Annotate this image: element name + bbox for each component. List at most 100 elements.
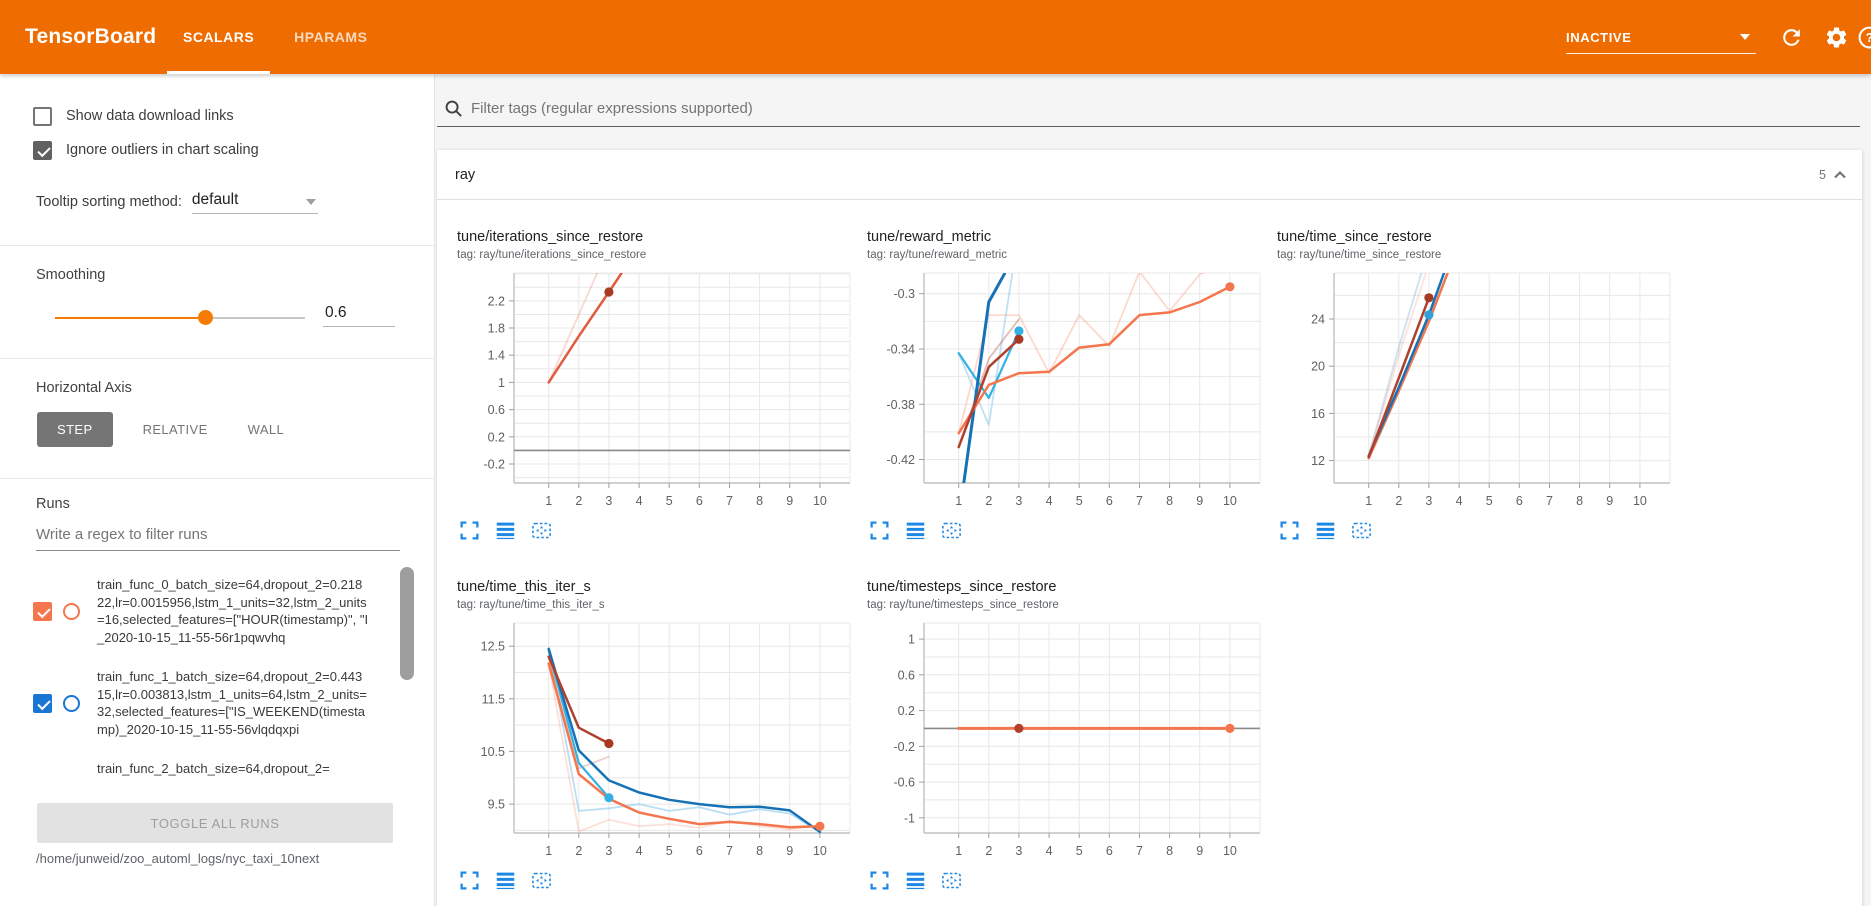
slider-thumb[interactable] <box>197 310 213 325</box>
chart-title: tune/reward_metric <box>867 229 992 245</box>
chart-plot[interactable]: 12 16 20 24 1 2 3 4 5 6 7 8 9 10 <box>1277 267 1677 517</box>
toggle-all-runs-button[interactable]: TOGGLE ALL RUNS <box>37 803 393 843</box>
svg-text:7: 7 <box>726 844 733 858</box>
svg-text:20: 20 <box>1311 360 1325 374</box>
divider <box>0 245 434 246</box>
chevron-up-icon[interactable] <box>1832 167 1848 183</box>
expand-chart-icon[interactable] <box>459 520 480 541</box>
svg-text:1: 1 <box>545 494 552 508</box>
expand-chart-icon[interactable] <box>459 870 480 891</box>
chevron-down-icon <box>1740 34 1750 40</box>
svg-text:7: 7 <box>1136 494 1143 508</box>
chart-tag: tag: ray/tune/reward_metric <box>867 249 1007 261</box>
svg-text:-0.34: -0.34 <box>887 343 916 357</box>
run-checkbox[interactable] <box>33 693 52 713</box>
app-header: TensorBoard SCALARS HPARAMS INACTIVE ? <box>0 0 1871 74</box>
stacked-lines-icon[interactable] <box>905 520 926 541</box>
run-radio-button[interactable] <box>63 602 80 620</box>
svg-text:9: 9 <box>786 494 793 508</box>
tooltip-sorting-value: default <box>191 191 239 208</box>
tag-group-card: ray 5 tune/iterations_since_restore tag: … <box>437 150 1862 906</box>
chart-card: tune/reward_metric tag: ray/tune/reward_m… <box>867 227 1267 543</box>
svg-text:10: 10 <box>813 494 827 508</box>
svg-text:1: 1 <box>545 844 552 858</box>
svg-text:-0.2: -0.2 <box>893 740 915 754</box>
run-item: train_func_2_batch_size=64,dropout_2= <box>97 760 413 778</box>
svg-text:0.2: 0.2 <box>898 704 915 718</box>
fit-domain-icon[interactable] <box>531 520 552 541</box>
svg-text:2: 2 <box>575 844 582 858</box>
svg-text:7: 7 <box>726 494 733 508</box>
axis-wall-button[interactable]: WALL <box>247 422 285 437</box>
smoothing-value-box <box>323 302 395 327</box>
checkbox-label: Show data download links <box>66 108 234 124</box>
svg-text:7: 7 <box>1546 494 1553 508</box>
runs-filter-input[interactable] <box>36 524 400 551</box>
svg-text:2: 2 <box>985 494 992 508</box>
fit-domain-icon[interactable] <box>941 870 962 891</box>
ignore-outliers-checkbox[interactable] <box>33 140 52 160</box>
divider <box>0 358 434 359</box>
svg-text:7: 7 <box>1136 844 1143 858</box>
chart-card: tune/iterations_since_restore tag: ray/tu… <box>457 227 857 543</box>
svg-text:5: 5 <box>1076 494 1083 508</box>
svg-text:0.6: 0.6 <box>488 403 505 417</box>
chart-plot[interactable]: -1 -0.6 -0.2 0.2 0.6 1 1 2 3 4 5 6 7 8 9 10 <box>867 617 1267 867</box>
svg-text:-1: -1 <box>904 811 915 825</box>
svg-text:8: 8 <box>756 494 763 508</box>
show-download-links-checkbox[interactable] <box>33 106 52 126</box>
smoothing-slider[interactable] <box>55 310 305 325</box>
fit-domain-icon[interactable] <box>1351 520 1372 541</box>
tab-scalars[interactable]: SCALARS <box>163 0 274 74</box>
chart-tag: tag: ray/tune/time_this_iter_s <box>457 599 605 611</box>
checkbox-label: Ignore outliers in chart scaling <box>66 142 259 158</box>
axis-relative-button[interactable]: RELATIVE <box>142 422 208 437</box>
help-icon[interactable]: ? <box>1857 25 1871 50</box>
ignore-outliers-row: Ignore outliers in chart scaling <box>33 138 259 162</box>
tab-hparams[interactable]: HPARAMS <box>294 29 368 45</box>
chart-card: tune/time_since_restore tag: ray/tune/tim… <box>1277 227 1677 543</box>
svg-text:1.4: 1.4 <box>488 349 505 363</box>
svg-text:8: 8 <box>1166 494 1173 508</box>
svg-text:2: 2 <box>575 494 582 508</box>
filter-tags-input[interactable] <box>471 99 1860 117</box>
expand-chart-icon[interactable] <box>869 520 890 541</box>
tag-group-header[interactable]: ray 5 <box>437 150 1862 200</box>
svg-text:1.8: 1.8 <box>488 322 505 336</box>
svg-text:8: 8 <box>1576 494 1583 508</box>
run-checkbox[interactable] <box>33 601 52 621</box>
svg-text:6: 6 <box>696 844 703 858</box>
run-radio-button[interactable] <box>63 694 80 712</box>
expand-chart-icon[interactable] <box>1279 520 1300 541</box>
svg-text:3: 3 <box>1015 844 1022 858</box>
main-content: ray 5 tune/iterations_since_restore tag: … <box>436 74 1871 906</box>
reload-status-select[interactable]: INACTIVE <box>1566 21 1756 54</box>
run-item: train_func_1_batch_size=64,dropout_2=0.4… <box>33 668 413 738</box>
stacked-lines-icon[interactable] <box>905 870 926 891</box>
stacked-lines-icon[interactable] <box>495 870 516 891</box>
svg-text:4: 4 <box>1046 844 1053 858</box>
chart-toolbar <box>457 867 857 893</box>
chart-toolbar <box>867 517 1267 543</box>
fit-domain-icon[interactable] <box>531 870 552 891</box>
run-item: train_func_0_batch_size=64,dropout_2=0.2… <box>33 576 413 646</box>
stacked-lines-icon[interactable] <box>1315 520 1336 541</box>
stacked-lines-icon[interactable] <box>495 520 516 541</box>
svg-text:10.5: 10.5 <box>481 745 505 759</box>
fit-domain-icon[interactable] <box>941 520 962 541</box>
refresh-icon[interactable] <box>1779 25 1804 50</box>
horizontal-axis-buttons: STEP RELATIVE WALL <box>37 412 304 447</box>
axis-step-button[interactable]: STEP <box>37 412 113 447</box>
svg-text:12.5: 12.5 <box>481 640 505 654</box>
runs-scrollbar-thumb[interactable] <box>400 567 414 680</box>
tooltip-sorting-select[interactable]: default <box>191 191 318 214</box>
svg-text:-0.6: -0.6 <box>893 776 915 790</box>
smoothing-value-input[interactable] <box>323 302 395 327</box>
gear-icon[interactable] <box>1824 25 1849 50</box>
chart-plot[interactable]: -0.42 -0.38 -0.34 -0.3 1 2 3 4 5 6 7 8 9 10 <box>867 267 1267 517</box>
expand-chart-icon[interactable] <box>869 870 890 891</box>
chart-plot[interactable]: -0.2 0.2 0.6 1 1.4 1.8 2.2 1 2 3 4 5 6 7 8 9 10 <box>457 267 857 517</box>
chart-plot[interactable]: 9.5 10.5 11.5 12.5 1 2 3 4 5 6 7 8 9 10 <box>457 617 857 867</box>
svg-text:2: 2 <box>985 844 992 858</box>
slider-fill <box>55 316 205 319</box>
